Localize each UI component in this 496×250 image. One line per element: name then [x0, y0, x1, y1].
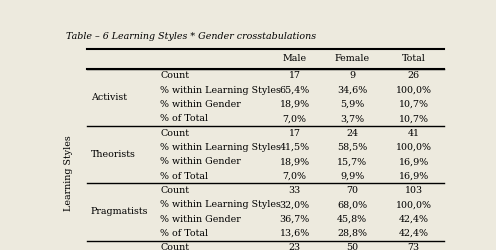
Text: 7,0%: 7,0%	[283, 114, 307, 123]
Text: Table – 6 Learning Styles * Gender crosstabulations: Table – 6 Learning Styles * Gender cross…	[66, 32, 316, 41]
Text: Count: Count	[160, 71, 189, 80]
Text: 17: 17	[289, 71, 301, 80]
Text: 58,5%: 58,5%	[337, 143, 368, 152]
Text: 41: 41	[408, 128, 420, 138]
Text: 42,4%: 42,4%	[399, 229, 429, 238]
Text: 5,9%: 5,9%	[340, 100, 365, 109]
Text: 65,4%: 65,4%	[279, 86, 310, 94]
Text: % within Gender: % within Gender	[160, 157, 241, 166]
Text: 36,7%: 36,7%	[279, 214, 310, 224]
Text: 70: 70	[346, 186, 358, 195]
Text: % within Learning Styles: % within Learning Styles	[160, 143, 281, 152]
Text: % within Gender: % within Gender	[160, 214, 241, 224]
Text: 32,0%: 32,0%	[280, 200, 310, 209]
Text: 68,0%: 68,0%	[337, 200, 367, 209]
Text: Male: Male	[283, 54, 307, 63]
Text: Total: Total	[402, 54, 426, 63]
Text: % within Gender: % within Gender	[160, 100, 241, 109]
Text: % within Learning Styles: % within Learning Styles	[160, 86, 281, 94]
Text: 10,7%: 10,7%	[399, 114, 429, 123]
Text: Theorists: Theorists	[91, 150, 136, 159]
Text: 100,0%: 100,0%	[396, 143, 432, 152]
Text: 26: 26	[408, 71, 420, 80]
Text: 28,8%: 28,8%	[337, 229, 367, 238]
Text: 18,9%: 18,9%	[280, 100, 310, 109]
Text: Female: Female	[335, 54, 370, 63]
Text: 41,5%: 41,5%	[280, 143, 310, 152]
Text: % within Learning Styles: % within Learning Styles	[160, 200, 281, 209]
Text: 16,9%: 16,9%	[399, 157, 429, 166]
Text: 103: 103	[405, 186, 423, 195]
Text: 50: 50	[346, 243, 358, 250]
Text: % of Total: % of Total	[160, 114, 208, 123]
Text: Count: Count	[160, 243, 189, 250]
Text: 16,9%: 16,9%	[399, 172, 429, 180]
Text: 34,6%: 34,6%	[337, 86, 368, 94]
Text: 9,9%: 9,9%	[340, 172, 365, 180]
Text: Activist: Activist	[91, 93, 127, 102]
Text: 9: 9	[349, 71, 355, 80]
Text: % of Total: % of Total	[160, 172, 208, 180]
Text: 100,0%: 100,0%	[396, 86, 432, 94]
Text: 15,7%: 15,7%	[337, 157, 367, 166]
Text: 23: 23	[289, 243, 301, 250]
Text: 73: 73	[408, 243, 420, 250]
Text: 33: 33	[289, 186, 301, 195]
Text: 42,4%: 42,4%	[399, 214, 429, 224]
Text: 10,7%: 10,7%	[399, 100, 429, 109]
Text: 17: 17	[289, 128, 301, 138]
Text: 45,8%: 45,8%	[337, 214, 367, 224]
Text: 24: 24	[346, 128, 358, 138]
Text: 18,9%: 18,9%	[280, 157, 310, 166]
Text: 13,6%: 13,6%	[279, 229, 310, 238]
Text: Pragmatists: Pragmatists	[91, 208, 148, 216]
Text: 100,0%: 100,0%	[396, 200, 432, 209]
Text: Learning Styles: Learning Styles	[64, 136, 73, 212]
Text: Count: Count	[160, 186, 189, 195]
Text: % of Total: % of Total	[160, 229, 208, 238]
Text: 3,7%: 3,7%	[340, 114, 364, 123]
Text: Count: Count	[160, 128, 189, 138]
Text: 7,0%: 7,0%	[283, 172, 307, 180]
